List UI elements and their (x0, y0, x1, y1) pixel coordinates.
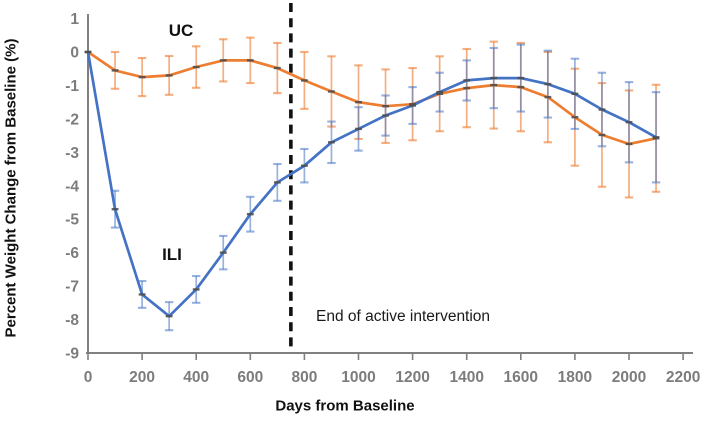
ili-series-label: ILI (162, 245, 182, 264)
axes (86, 14, 693, 354)
x-tick-label: 2000 (612, 369, 646, 386)
x-tick-label: 1800 (558, 369, 592, 386)
y-tick-label: -7 (65, 279, 79, 296)
x-tick-label: 0 (84, 369, 93, 386)
x-tick-label: 1000 (341, 369, 375, 386)
y-tick-label: -1 (65, 78, 79, 95)
y-tick-label: -8 (65, 312, 79, 329)
y-tick-label: -6 (65, 245, 79, 262)
y-tick-label: 0 (70, 45, 79, 62)
x-tick-label: 1400 (449, 369, 483, 386)
x-tick-label: 600 (237, 369, 263, 386)
x-tick-label: 1600 (504, 369, 538, 386)
x-axis-ticks: 0 200 400 600 800 1000 1200 1400 1600 1800 2000 220… (84, 353, 700, 386)
ili-line (86, 50, 658, 318)
x-tick-label: 1200 (395, 369, 429, 386)
x-tick-label: 2200 (666, 369, 700, 386)
y-tick-label: -3 (65, 145, 79, 162)
x-axis-title: Days from Baseline (275, 397, 415, 415)
y-tick-label: -4 (65, 178, 79, 195)
y-tick-label: -9 (65, 345, 79, 362)
end-of-intervention-annotation: End of active intervention (316, 308, 491, 325)
y-tick-label: 1 (70, 11, 79, 28)
y-tick-label: -5 (65, 212, 79, 229)
uc-line (86, 50, 658, 146)
x-tick-label: 400 (183, 369, 209, 386)
ili-point-markers (84, 50, 660, 318)
uc-point-markers (84, 50, 660, 146)
y-axis-title: Percent Weight Change from Baseline (%) (2, 38, 20, 338)
x-tick-label: 800 (291, 369, 317, 386)
uc-series-label: UC (168, 21, 194, 40)
x-tick-label: 200 (129, 369, 155, 386)
y-axis-tick-labels: 1 0 -1 -2 -3 -4 -5 -6 -7 -8 -9 (65, 11, 79, 362)
y-tick-label: -2 (65, 111, 79, 128)
